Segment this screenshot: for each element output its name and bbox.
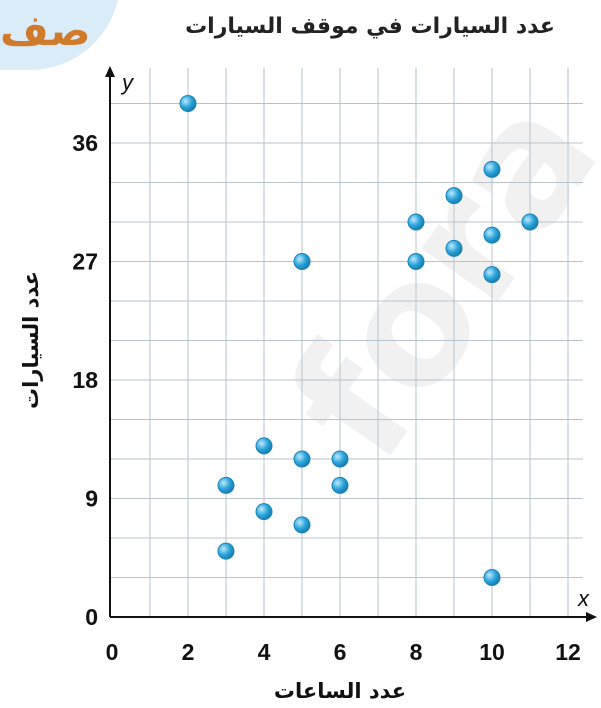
y-axis-label: عدد السيارات [19,271,43,409]
data-point [483,160,501,178]
data-point [521,213,539,231]
data-point [255,503,273,521]
y-tick-labels: 0 9 18 27 36 [72,130,98,630]
data-point [255,437,273,455]
x-axis-label: عدد الساعات [274,679,406,703]
y-tick-label: 0 [85,604,98,630]
y-axis-variable: y [120,70,135,95]
data-point [293,450,311,468]
data-points [179,95,539,586]
y-tick-label: 9 [85,486,98,512]
grid [110,68,583,617]
data-point [445,187,463,205]
x-tick-label: 10 [479,639,505,665]
y-tick-label: 27 [72,249,98,275]
data-point [445,239,463,257]
data-point [293,516,311,534]
data-point [217,476,235,494]
x-tick-label: 0 [106,639,119,665]
svg-text:fora: fora [251,61,601,493]
x-tick-label: 2 [182,639,195,665]
data-point [483,266,501,284]
x-axis-variable: x [577,586,590,611]
data-point [331,476,349,494]
data-point [217,542,235,560]
axes [105,66,597,622]
watermark: fora [251,61,601,493]
corner-logo-text: صف [0,6,91,55]
x-axis-arrow [586,612,597,622]
x-tick-label: 6 [334,639,347,665]
data-point [293,253,311,270]
x-tick-label: 12 [555,639,581,665]
x-tick-labels: 0 2 4 6 8 10 12 [106,639,581,665]
data-point [407,253,425,270]
data-point [179,95,197,112]
data-point [331,450,349,468]
x-tick-label: 4 [258,639,271,665]
y-tick-label: 36 [72,130,98,156]
data-point [483,569,501,586]
chart-title: عدد السيارات في موقف السيارات [185,14,555,39]
data-point [483,226,501,244]
data-point [407,213,425,231]
x-tick-label: 8 [410,639,423,665]
y-axis-arrow [105,66,115,77]
y-tick-label: 18 [72,367,98,393]
